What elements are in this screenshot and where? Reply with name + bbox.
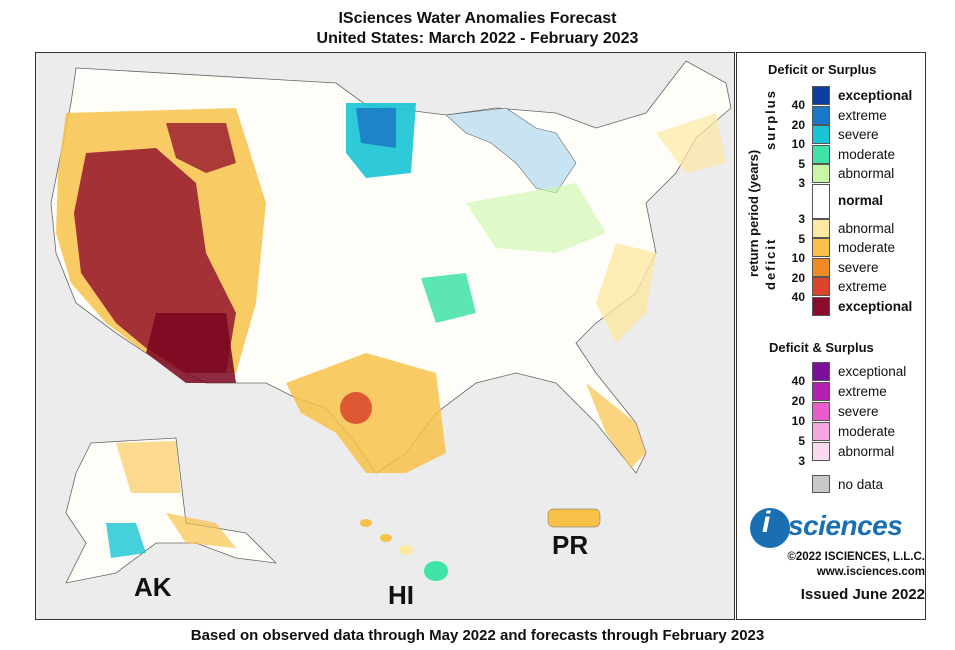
issued-date: Issued June 2022 (800, 586, 925, 603)
legend-normal-swatch (812, 183, 830, 219)
no-data-label: no data (838, 477, 884, 492)
legend-both-label-severe: severe (838, 404, 879, 419)
legend-surplus-label-exceptional: exceptional (838, 88, 913, 103)
legend-surplus-number: 3 (798, 176, 805, 190)
legend-both-label-exceptional: exceptional (838, 364, 907, 379)
logo-wordmark: sciences (788, 510, 903, 541)
legend-deficit-label-severe: severe (838, 259, 879, 275)
legend-deficit-swatch-abnormal (812, 218, 830, 238)
legend-both-swatch-severe (812, 402, 830, 421)
map-subtitle: United States: March 2022 - February 202… (316, 30, 639, 47)
legend-both-number: 40 (791, 374, 805, 388)
legend-deficit-number: 20 (791, 270, 805, 285)
map-title: ISciences Water Anomalies Forecast (338, 10, 617, 27)
legend-both-swatch-exceptional (812, 362, 830, 381)
legend-deficit-swatch-moderate (812, 238, 830, 257)
legend-both-swatch-abnormal (812, 442, 830, 461)
legend-both-label-moderate: moderate (838, 424, 896, 439)
map-panel (35, 52, 735, 620)
hawaii-island-1 (360, 519, 372, 527)
alaska-deficit (116, 441, 181, 493)
legend-deficit-swatch-severe (812, 257, 830, 277)
kansas-surplus (421, 273, 476, 323)
legend-both-label-extreme: extreme (838, 384, 887, 399)
legend-deficit-swatch-extreme (812, 277, 830, 296)
legend-surplus-number: 40 (791, 98, 805, 112)
legend-surplus-label-moderate: moderate (838, 146, 896, 162)
legend-surplus-swatch-severe (812, 125, 830, 144)
montana-exceptional (166, 123, 236, 173)
florida-deficit (586, 383, 646, 468)
legend-both-swatch-moderate (812, 422, 830, 441)
legend-both-swatch-extreme (812, 382, 830, 401)
legend-deficit-number: 3 (798, 212, 805, 226)
east-deficit (596, 243, 656, 343)
legend-axis-title: return period (years) (746, 149, 761, 277)
no-data-swatch (812, 475, 830, 493)
puerto-rico-label: PR (552, 530, 589, 560)
legend-surplus-swatch-abnormal (812, 164, 830, 183)
legend-surplus-swatch-exceptional (812, 86, 830, 105)
legend-both-number: 20 (791, 394, 805, 408)
legend-surplus-number: 20 (791, 117, 805, 132)
legend-deficit-word: deficit (763, 237, 778, 290)
southwest-exceptional (146, 313, 236, 383)
legend-both-number: 5 (798, 434, 805, 448)
legend-surplus-label-severe: severe (838, 127, 879, 142)
legend-both-number: 3 (798, 454, 805, 468)
legend-surplus-word: surplus (763, 89, 778, 150)
legend-deficit-label-abnormal: abnormal (838, 220, 895, 236)
legend-deficit-label-moderate: moderate (838, 240, 896, 255)
legend-deficit-number: 10 (791, 251, 805, 265)
logo-i-glyph: i (762, 506, 771, 539)
new-england-deficit (656, 113, 726, 173)
legend-both-label-abnormal: abnormal (838, 444, 895, 459)
hawaii-label: HI (388, 580, 414, 610)
map-graphic (50, 60, 732, 584)
footer-note: Based on observed data through May 2022 … (190, 627, 765, 644)
alaska-surplus (106, 523, 146, 558)
legend-deficit-number: 5 (798, 231, 805, 246)
legend-title-deficit-or-surplus: Deficit or Surplus (768, 62, 877, 77)
legend-normal-label: normal (838, 192, 884, 208)
legend-surplus-swatch-extreme (812, 105, 830, 125)
legend-title-deficit-and-surplus: Deficit & Surplus (769, 340, 874, 355)
legend-surplus-label-extreme: extreme (838, 107, 887, 123)
legend-deficit-number: 40 (791, 290, 805, 304)
legend-deficit-swatch-exceptional (812, 296, 830, 316)
website-link[interactable]: www.isciences.com (816, 566, 925, 578)
legend-both-number: 10 (791, 414, 805, 428)
north-dakota-exceptional (356, 108, 396, 148)
hawaii-island-4 (424, 561, 448, 581)
texas-extreme (340, 392, 372, 424)
alaska-label: AK (134, 572, 172, 602)
hawaii-island-3 (399, 545, 413, 555)
legend-surplus-label-abnormal: abnormal (838, 166, 895, 181)
midwest-abnormal-surplus (466, 183, 606, 253)
legend-deficit-label-extreme: extreme (838, 279, 887, 294)
legend-surplus-swatch-moderate (812, 144, 830, 164)
alaska-deficit-south (166, 513, 236, 548)
legend-surplus-number: 10 (791, 137, 805, 151)
legend-surplus-number: 5 (798, 156, 805, 171)
legend-deficit-label-exceptional: exceptional (838, 298, 913, 314)
puerto-rico-shape (547, 508, 601, 528)
isciences-logo (750, 508, 790, 548)
legend-panel (736, 52, 926, 620)
hawaii-island-2 (380, 534, 392, 542)
copyright-text: ©2022 ISCIENCES, L.L.C. (787, 551, 925, 563)
